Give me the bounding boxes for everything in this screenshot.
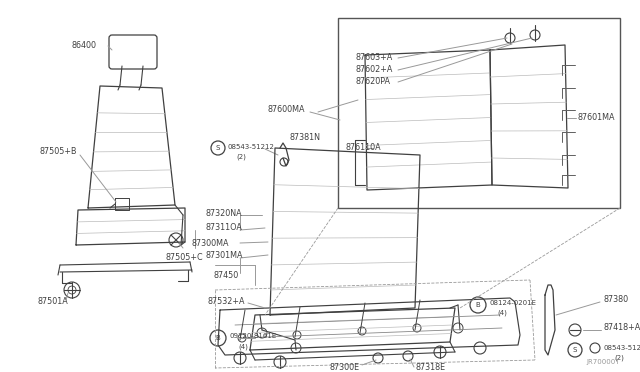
Text: 87505+C: 87505+C — [165, 253, 203, 263]
Text: 87450: 87450 — [213, 270, 238, 279]
Text: 87300MA: 87300MA — [192, 238, 230, 247]
Text: (4): (4) — [497, 310, 507, 316]
Bar — [338, 18, 620, 208]
Text: S: S — [216, 145, 220, 151]
Text: 87381N: 87381N — [290, 134, 321, 142]
Text: 87501A: 87501A — [38, 298, 68, 307]
Text: 08543-51212: 08543-51212 — [603, 345, 640, 351]
Text: B: B — [216, 335, 220, 341]
Text: 87620PA: 87620PA — [355, 77, 390, 87]
Text: 87380: 87380 — [603, 295, 628, 305]
Text: 08124-0201E: 08124-0201E — [489, 300, 536, 306]
Text: 87418+A: 87418+A — [603, 324, 640, 333]
Text: 87602+A: 87602+A — [355, 65, 392, 74]
FancyBboxPatch shape — [109, 35, 157, 69]
Text: 87320NA: 87320NA — [205, 208, 242, 218]
Text: B: B — [476, 302, 481, 308]
Text: 87603+A: 87603+A — [355, 54, 392, 62]
Text: (2): (2) — [614, 355, 624, 361]
Text: JR70000T: JR70000T — [586, 359, 620, 365]
Text: 87301MA: 87301MA — [205, 251, 243, 260]
Text: 87300E: 87300E — [330, 362, 360, 372]
Text: S: S — [573, 347, 577, 353]
Text: 87600MA: 87600MA — [268, 106, 305, 115]
Text: 08543-51212: 08543-51212 — [228, 144, 275, 150]
Text: 09120-8161E: 09120-8161E — [229, 333, 276, 339]
Text: 87532+A: 87532+A — [208, 298, 246, 307]
Text: 87601MA: 87601MA — [578, 113, 616, 122]
Text: 876110A: 876110A — [345, 144, 381, 153]
Text: 87311OA: 87311OA — [205, 224, 242, 232]
Text: 86400: 86400 — [72, 42, 97, 51]
Text: (2): (2) — [236, 154, 246, 160]
Text: (4): (4) — [238, 344, 248, 350]
Text: 87505+B: 87505+B — [40, 148, 77, 157]
Text: 87318E: 87318E — [416, 362, 446, 372]
